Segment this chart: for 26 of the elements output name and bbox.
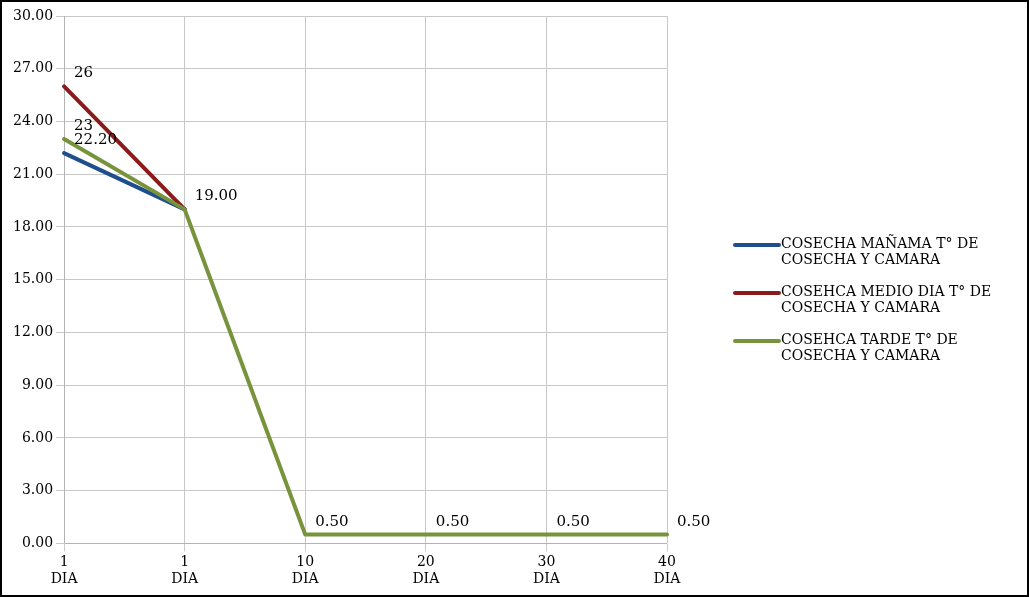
x-tick-label: 1 DIA bbox=[50, 553, 79, 587]
x-tick-label: 20 DIA bbox=[412, 553, 441, 587]
legend-label: COSEHCA MEDIO DIA T° DE COSECHA Y CAMARA bbox=[781, 282, 993, 315]
y-tick-label: 12.00 bbox=[12, 323, 54, 340]
legend-label: COSECHA MAÑAMA T° DE COSECHA Y CAMARA bbox=[781, 234, 980, 267]
data-label: 0.50 bbox=[677, 511, 711, 530]
y-tick-label: 30.00 bbox=[12, 6, 54, 23]
legend-label: COSEHCA TARDE T° DE COSECHA Y CAMARA bbox=[781, 330, 959, 363]
y-tick-label: 9.00 bbox=[21, 375, 54, 392]
y-tick-label: 3.00 bbox=[21, 481, 54, 498]
y-tick-label: 6.00 bbox=[21, 428, 54, 445]
y-tick-label: 24.00 bbox=[12, 112, 54, 129]
data-label: 0.50 bbox=[435, 511, 470, 530]
y-tick-label: 18.00 bbox=[12, 217, 54, 234]
x-tick-label: 10 DIA bbox=[291, 553, 320, 587]
data-label: 0.50 bbox=[556, 511, 590, 530]
x-tick-label: 1 DIA bbox=[171, 553, 199, 587]
data-label: 26 bbox=[74, 63, 94, 82]
y-tick-label: 0.00 bbox=[21, 534, 54, 551]
data-label: 0.50 bbox=[315, 511, 349, 530]
y-tick-label: 27.00 bbox=[12, 59, 54, 76]
y-tick-label: 15.00 bbox=[12, 270, 54, 287]
data-label: 19.00 bbox=[194, 186, 238, 205]
x-tick-label: 30 DIA bbox=[532, 553, 561, 587]
y-tick-label: 21.00 bbox=[12, 164, 54, 181]
x-tick-label: 40 DIA bbox=[653, 553, 682, 587]
